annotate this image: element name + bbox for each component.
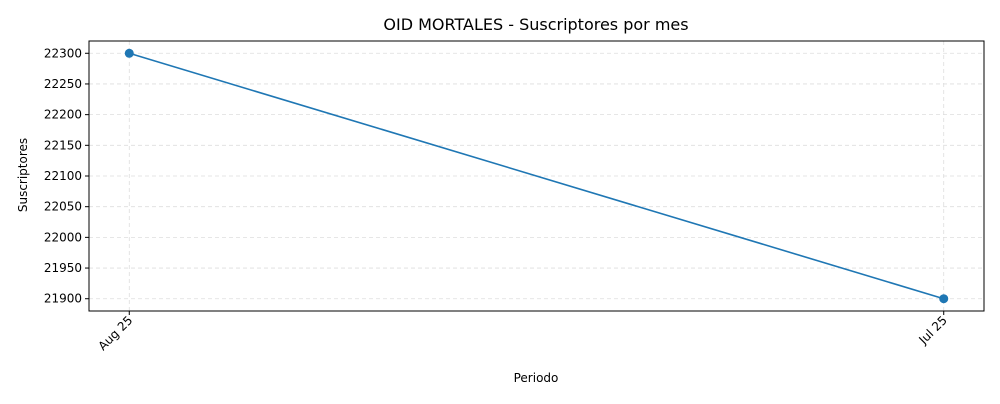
series-line (129, 52, 944, 300)
y-tick-label: 21900 (44, 292, 82, 306)
y-tick-label: 22150 (44, 138, 82, 152)
y-tick-label: 22300 (44, 46, 82, 60)
y-tick-label: 22100 (44, 169, 82, 183)
y-tick-label: 22050 (44, 200, 82, 214)
data-point (939, 294, 949, 304)
y-tick-label: 22250 (44, 77, 82, 91)
y-tick-label: 22200 (44, 108, 82, 122)
x-axis-label: Periodo (514, 371, 559, 385)
data-point (124, 48, 134, 58)
y-axis-label: Suscriptores (16, 138, 30, 212)
series-lines (124, 48, 949, 304)
grid-lines (89, 41, 984, 311)
chart-title: OID MORTALES - Suscriptores por mes (383, 15, 688, 34)
y-tick-label: 21950 (44, 261, 82, 275)
y-tick-label: 22000 (44, 230, 82, 244)
